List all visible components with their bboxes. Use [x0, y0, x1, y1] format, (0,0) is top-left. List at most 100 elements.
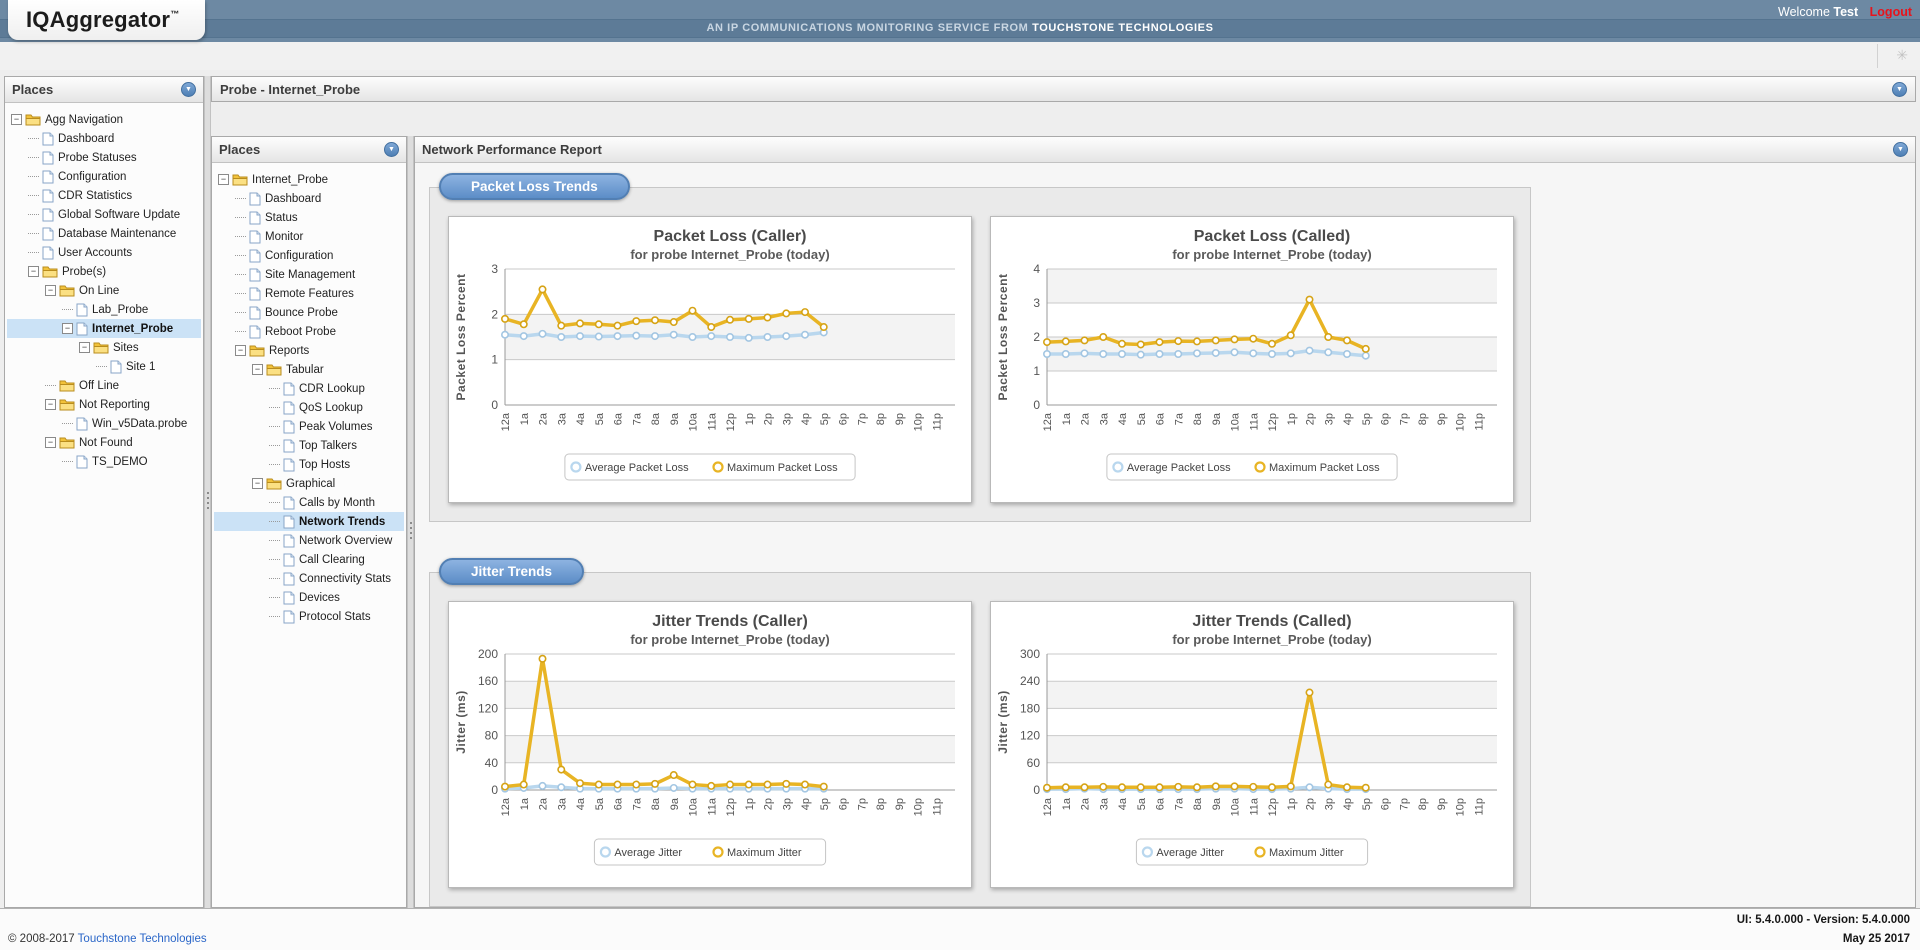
tree-connector: [45, 385, 56, 386]
svg-text:Maximum Packet Loss: Maximum Packet Loss: [1269, 462, 1380, 474]
svg-text:2a: 2a: [1080, 797, 1092, 810]
svg-text:Average Packet Loss: Average Packet Loss: [585, 462, 689, 474]
tree-item-internet-probe[interactable]: −Internet_Probe: [7, 319, 201, 338]
tree-item-call-clearing[interactable]: Call Clearing: [214, 550, 404, 569]
tree-expander-collapse[interactable]: −: [235, 345, 246, 356]
tree-item-graphical[interactable]: −Graphical: [214, 474, 404, 493]
tree-item-probe-statuses[interactable]: Probe Statuses: [7, 148, 201, 167]
tree-item-connectivity-stats[interactable]: Connectivity Stats: [214, 569, 404, 588]
svg-text:0: 0: [491, 398, 498, 412]
tree-item-tabular[interactable]: −Tabular: [214, 360, 404, 379]
svg-text:10p: 10p: [913, 413, 925, 431]
tree-expander-collapse[interactable]: −: [45, 437, 56, 448]
svg-text:Average Jitter: Average Jitter: [614, 847, 682, 859]
tree-connector: [235, 331, 246, 332]
tree-item-network-overview[interactable]: Network Overview: [214, 531, 404, 550]
chevron-down-icon[interactable]: ▼: [1892, 82, 1907, 97]
tree-item-configuration[interactable]: Configuration: [7, 167, 201, 186]
tree-item-internet-probe[interactable]: −Internet_Probe: [214, 170, 404, 189]
page-icon: [110, 360, 122, 374]
tree-expander-collapse[interactable]: −: [252, 478, 263, 489]
tree-connector: [28, 157, 39, 158]
tree-item-not-reporting[interactable]: −Not Reporting: [7, 395, 201, 414]
vertical-splitter[interactable]: [204, 76, 211, 908]
tree-item-calls-by-month[interactable]: Calls by Month: [214, 493, 404, 512]
divider: [1877, 44, 1878, 68]
tree-item-ts-demo[interactable]: TS_DEMO: [7, 452, 201, 471]
tree-item-global-software-update[interactable]: Global Software Update: [7, 205, 201, 224]
tree-item-off-line[interactable]: Off Line: [7, 376, 201, 395]
tree-expander-collapse[interactable]: −: [11, 114, 22, 125]
tree-item-agg-navigation[interactable]: −Agg Navigation: [7, 110, 201, 129]
tree-item-label: Sites: [113, 342, 145, 354]
tree-item-reports[interactable]: −Reports: [214, 341, 404, 360]
tree-item-qos-lookup[interactable]: QoS Lookup: [214, 398, 404, 417]
packet-loss-trends-pill[interactable]: Packet Loss Trends: [439, 173, 630, 200]
svg-text:Jitter (ms): Jitter (ms): [996, 690, 1010, 754]
tree-expander-collapse[interactable]: −: [28, 266, 39, 277]
chevron-down-icon[interactable]: ▼: [181, 82, 196, 97]
tree-item-site-1[interactable]: Site 1: [7, 357, 201, 376]
company-link[interactable]: Touchstone Technologies: [78, 933, 207, 945]
tree-connector: [269, 540, 280, 541]
tree-expander-collapse[interactable]: −: [45, 285, 56, 296]
tree-connector: [269, 597, 280, 598]
vertical-splitter[interactable]: [407, 136, 414, 908]
tree-item-user-accounts[interactable]: User Accounts: [7, 243, 201, 262]
tree-item-status[interactable]: Status: [214, 208, 404, 227]
tree-expander-collapse[interactable]: −: [218, 174, 229, 185]
logout-link[interactable]: Logout: [1870, 5, 1912, 19]
tree-expander-collapse[interactable]: −: [62, 323, 73, 334]
tree-item-sites[interactable]: − Sites: [7, 338, 201, 357]
chevron-down-icon[interactable]: ▼: [384, 142, 399, 157]
tree-item-on-line[interactable]: −On Line: [7, 281, 201, 300]
tree-expander-collapse[interactable]: −: [252, 364, 263, 375]
tree-item-database-maintenance[interactable]: Database Maintenance: [7, 224, 201, 243]
tree-item-monitor[interactable]: Monitor: [214, 227, 404, 246]
tree-item-devices[interactable]: Devices: [214, 588, 404, 607]
tree-item-label: User Accounts: [58, 247, 138, 259]
tree-item-top-hosts[interactable]: Top Hosts: [214, 455, 404, 474]
svg-text:6a: 6a: [1155, 412, 1167, 425]
tree-item-dashboard[interactable]: Dashboard: [7, 129, 201, 148]
packet-loss-called-svg: Packet Loss (Called)for probe Internet_P…: [991, 217, 1513, 502]
tree-item-remote-features[interactable]: Remote Features: [214, 284, 404, 303]
tree-item-top-talkers[interactable]: Top Talkers: [214, 436, 404, 455]
tree-item-peak-volumes[interactable]: Peak Volumes: [214, 417, 404, 436]
tree-connector: [269, 502, 280, 503]
tree-item-network-trends[interactable]: Network Trends: [214, 512, 404, 531]
tree-item-dashboard[interactable]: Dashboard: [214, 189, 404, 208]
folder-icon: [59, 398, 75, 411]
tree-connector: [269, 521, 280, 522]
banner-strip: AN IP COMMUNICATIONS MONITORING SERVICE …: [0, 19, 1920, 38]
tree-item-label: Configuration: [58, 171, 132, 183]
tree-item-cdr-lookup[interactable]: CDR Lookup: [214, 379, 404, 398]
svg-text:10p: 10p: [913, 798, 925, 816]
tree-expander-collapse[interactable]: −: [79, 342, 90, 353]
tree-item-win-v5data-probe[interactable]: Win_v5Data.probe: [7, 414, 201, 433]
tree-item-not-found[interactable]: −Not Found: [7, 433, 201, 452]
jitter-trends-pill[interactable]: Jitter Trends: [439, 558, 584, 585]
tree-connector: [235, 274, 246, 275]
tree-connector: [28, 176, 39, 177]
tree-item-label: Site 1: [126, 361, 161, 373]
tree-item-lab-probe[interactable]: Lab_Probe: [7, 300, 201, 319]
page-icon: [283, 534, 295, 548]
tree-expander-collapse[interactable]: −: [45, 399, 56, 410]
tree-item-cdr-statistics[interactable]: CDR Statistics: [7, 186, 201, 205]
chart-jitter-caller: Jitter Trends (Caller)for probe Internet…: [448, 601, 972, 888]
svg-text:11p: 11p: [931, 798, 943, 816]
tree-item-probe-s-[interactable]: −Probe(s): [7, 262, 201, 281]
tree-connector: [28, 214, 39, 215]
sub-strip: ✳: [0, 42, 1920, 70]
svg-text:9a: 9a: [1211, 797, 1223, 810]
tree-item-reboot-probe[interactable]: Reboot Probe: [214, 322, 404, 341]
chevron-down-icon[interactable]: ▼: [1893, 142, 1908, 157]
tree-item-site-management[interactable]: Site Management: [214, 265, 404, 284]
svg-text:8p: 8p: [1417, 413, 1429, 425]
svg-text:3a: 3a: [556, 412, 568, 425]
tree-item-protocol-stats[interactable]: Protocol Stats: [214, 607, 404, 626]
spinner-icon: ✳: [1896, 47, 1908, 64]
tree-item-configuration[interactable]: Configuration: [214, 246, 404, 265]
tree-item-bounce-probe[interactable]: Bounce Probe: [214, 303, 404, 322]
